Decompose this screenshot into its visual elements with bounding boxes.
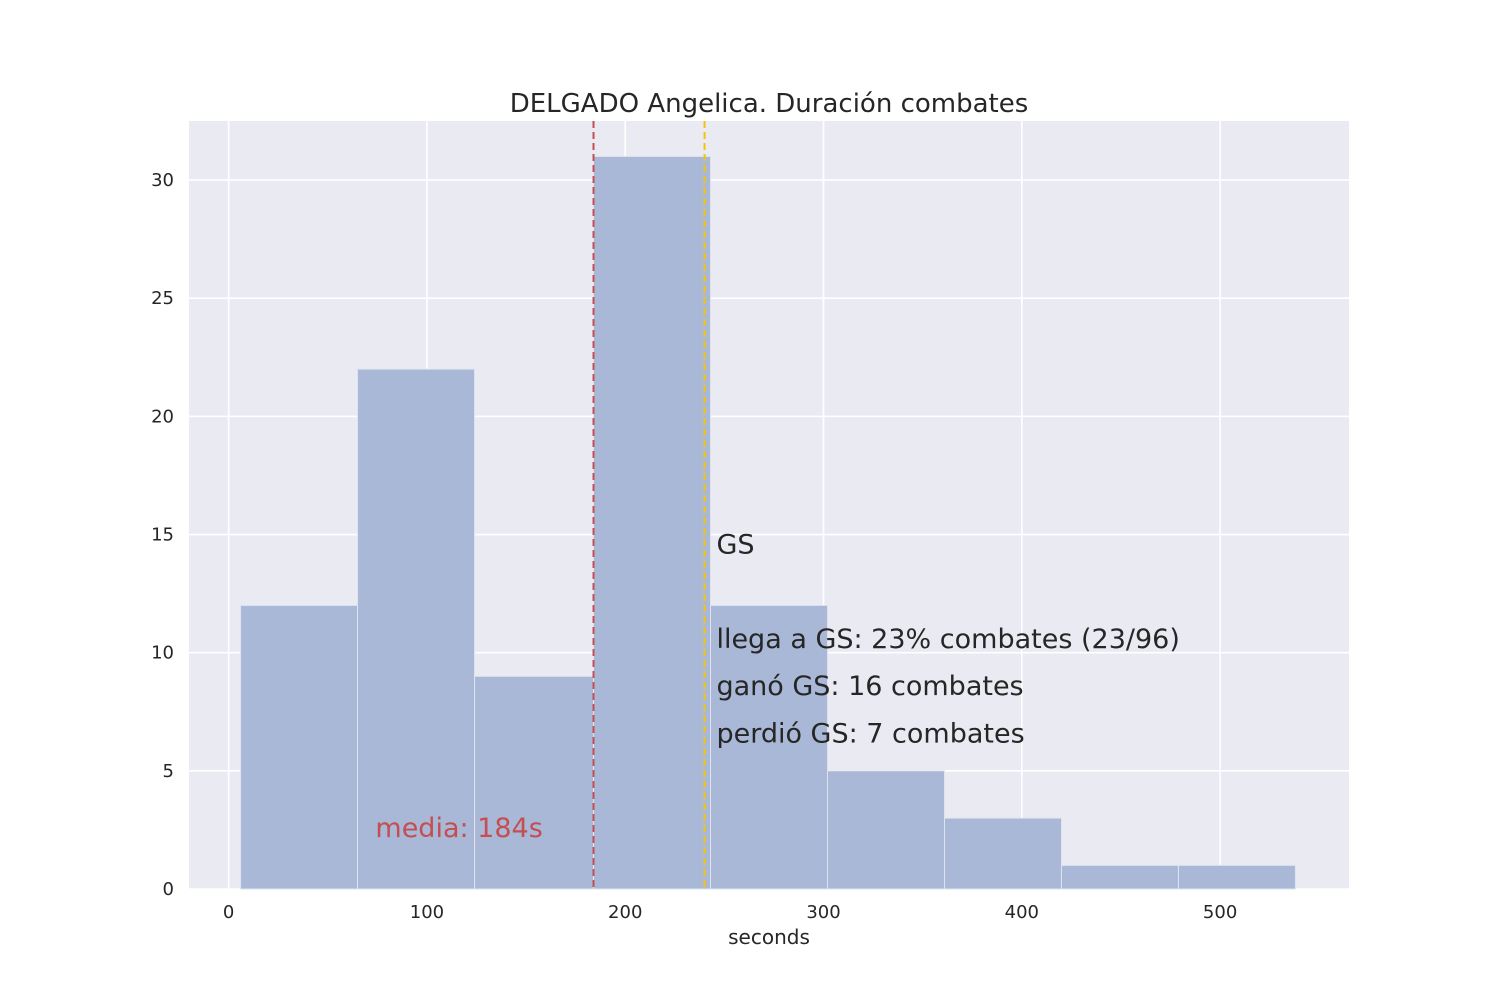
x-axis-label: seconds (728, 925, 810, 949)
histogram-bar (474, 675, 595, 890)
x-tick-label: 0 (223, 902, 234, 923)
gs-annotation: perdió GS: 7 combates (716, 718, 1024, 749)
x-tick-labels: 0 100 200 300 400 500 (223, 902, 1237, 923)
histogram-bar (357, 368, 476, 890)
histogram-bar (710, 604, 828, 890)
histogram-bar (240, 604, 359, 890)
annotations: llega a GS: 23% combates (23/96) ganó GS:… (716, 624, 1179, 750)
histogram-bar (826, 770, 945, 890)
y-tick-label: 20 (151, 406, 174, 427)
histogram-bar (593, 155, 712, 890)
gs-annotation: llega a GS: 23% combates (23/96) (716, 624, 1179, 655)
y-tick-label: 25 (151, 288, 174, 309)
x-tick-label: 300 (806, 902, 840, 923)
gs-annotation: ganó GS: 16 combates (716, 671, 1023, 702)
gs-label: GS (716, 529, 754, 560)
reference-lines (592, 121, 706, 889)
chart-title: DELGADO Angelica. Duración combates (510, 89, 1029, 119)
histogram-bar (1060, 864, 1179, 890)
y-tick-label: 15 (151, 525, 174, 546)
y-tick-labels: 0 5 10 15 20 25 30 (151, 170, 174, 900)
y-tick-label: 10 (151, 643, 174, 664)
y-tick-label: 5 (163, 761, 174, 782)
x-tick-label: 400 (1005, 902, 1039, 923)
y-tick-label: 0 (163, 879, 174, 900)
y-tick-label: 30 (151, 170, 174, 191)
x-tick-label: 200 (608, 902, 642, 923)
histogram-bars (240, 155, 1296, 890)
x-tick-label: 100 (410, 902, 444, 923)
histogram-bar (943, 817, 1062, 890)
mean-label: media: 184s (375, 813, 542, 844)
x-tick-label: 500 (1203, 902, 1237, 923)
histogram-bar (1177, 864, 1296, 890)
